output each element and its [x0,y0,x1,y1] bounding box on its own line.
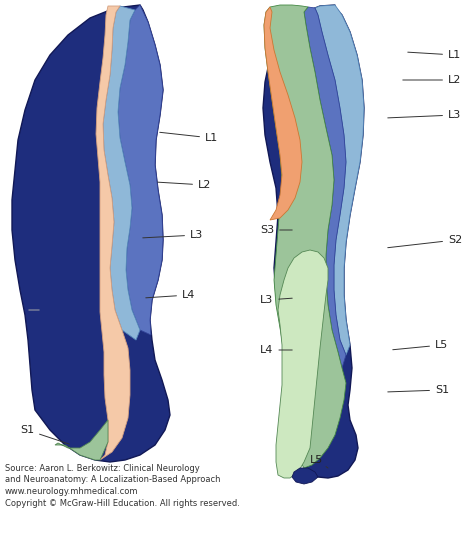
Polygon shape [118,5,163,335]
Polygon shape [315,5,364,355]
Polygon shape [55,420,108,460]
Text: L5: L5 [10,305,39,315]
Polygon shape [264,7,302,220]
Polygon shape [96,6,130,460]
Text: L1: L1 [408,50,461,60]
Text: L2: L2 [403,75,461,85]
Text: L3: L3 [260,295,292,305]
Text: L5: L5 [310,455,328,468]
Text: L3: L3 [388,110,461,120]
Text: Source: Aaron L. Berkowitz: Clinical Neurology
and Neuroanatomy: A Localization-: Source: Aaron L. Berkowitz: Clinical Neu… [5,464,240,508]
Text: L2: L2 [158,180,211,190]
Polygon shape [263,5,364,478]
Text: L4: L4 [146,290,195,300]
Text: L4: L4 [260,345,292,355]
Polygon shape [276,250,328,478]
Text: S1: S1 [20,425,69,444]
Polygon shape [264,5,346,468]
Polygon shape [292,468,318,484]
Text: S3: S3 [260,225,292,235]
Text: L1: L1 [160,132,218,143]
Polygon shape [12,5,170,462]
Text: L3: L3 [143,230,203,240]
Polygon shape [103,6,140,340]
Text: S1: S1 [388,385,449,395]
Text: S2: S2 [388,235,462,247]
Polygon shape [304,7,346,368]
Text: L5: L5 [393,340,448,350]
